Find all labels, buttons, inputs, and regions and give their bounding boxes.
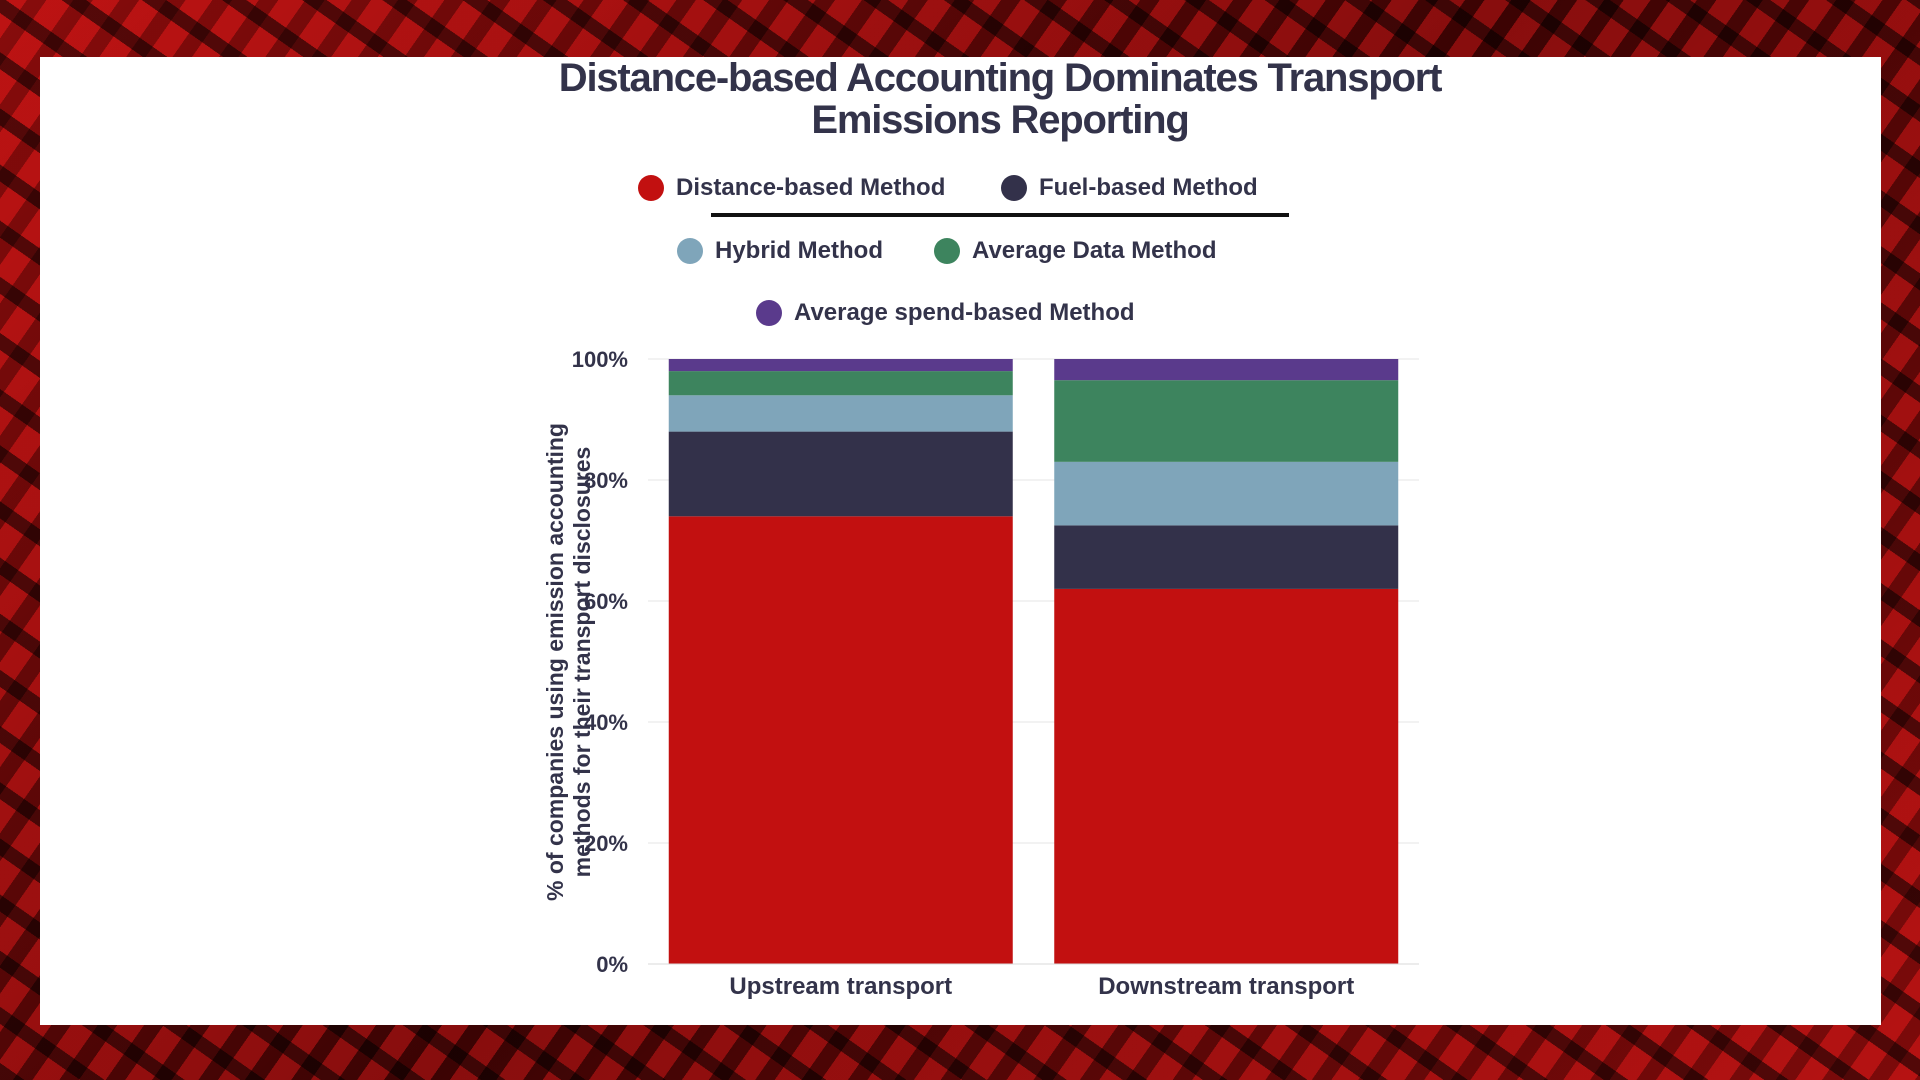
y-axis-label: % of companies using emission accounting… bbox=[542, 423, 595, 901]
legend-item-average-data: Average Data Method bbox=[934, 237, 1217, 265]
legend-swatch bbox=[677, 238, 703, 264]
legend-swatch bbox=[934, 238, 960, 264]
legend-label: Average spend-based Method bbox=[794, 299, 1135, 326]
y-tick-label: 0% bbox=[596, 952, 628, 977]
legend-swatch bbox=[756, 300, 782, 326]
legend-swatch bbox=[638, 175, 664, 201]
legend-label: Fuel-based Method bbox=[1039, 174, 1258, 201]
bar-segment bbox=[1054, 525, 1399, 589]
bar-segment bbox=[668, 371, 1013, 396]
legend-item-hybrid: Hybrid Method bbox=[677, 237, 883, 265]
title-divider bbox=[711, 213, 1289, 217]
legend-item-average-spend-based: Average spend-based Method bbox=[756, 299, 1135, 327]
y-tick-label: 20% bbox=[584, 831, 628, 856]
legend-label: Hybrid Method bbox=[715, 237, 883, 264]
bar-segment bbox=[1054, 588, 1399, 964]
y-tick-label: 100% bbox=[572, 347, 628, 372]
bar-segment bbox=[668, 431, 1013, 517]
bar-segment bbox=[668, 395, 1013, 432]
chart-title: Distance-based Accounting Dominates Tran… bbox=[500, 57, 1500, 141]
y-tick-label: 60% bbox=[584, 589, 628, 614]
bar-segment bbox=[1054, 380, 1399, 462]
chart-title-line-2: Emissions Reporting bbox=[811, 98, 1189, 142]
bar-segment bbox=[668, 516, 1013, 964]
legend-label: Average Data Method bbox=[972, 237, 1217, 264]
legend-item-fuel-based: Fuel-based Method bbox=[1001, 174, 1258, 202]
x-tick-label: Downstream transport bbox=[1098, 973, 1354, 1000]
y-tick-label: 40% bbox=[584, 710, 628, 735]
y-tick-label: 80% bbox=[584, 468, 628, 493]
x-tick-label: Upstream transport bbox=[729, 973, 952, 1000]
chart-panel: Distance-based Accounting Dominates Tran… bbox=[40, 57, 1881, 1025]
legend-item-distance-based: Distance-based Method bbox=[638, 174, 945, 202]
legend-swatch bbox=[1001, 175, 1027, 201]
bar-segment bbox=[668, 359, 1013, 372]
legend-label: Distance-based Method bbox=[676, 174, 946, 201]
stacked-bar-plot: 0% 20% 40% 60% 80% 100% Upstream transport Down… bbox=[542, 347, 1419, 1000]
bar-segment bbox=[1054, 359, 1399, 381]
chart-title-line-1: Distance-based Accounting Dominates Tran… bbox=[558, 56, 1443, 100]
bar-segment bbox=[1054, 461, 1399, 526]
